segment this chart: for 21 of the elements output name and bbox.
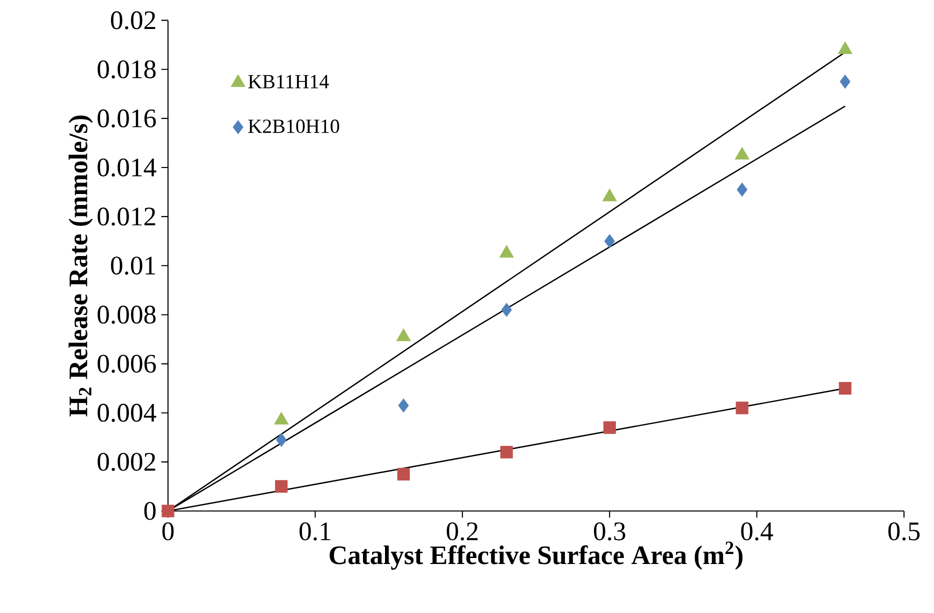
x-tick-label: 0.5 [888, 522, 920, 540]
y-axis-title: H$_{2}$ Release Rate (mmole/s) [68, 116, 93, 416]
y-tick-label: 0.014 [98, 158, 156, 177]
x-tick-label: 0.2 [446, 522, 478, 540]
legend-label: KB11H14 [248, 75, 329, 88]
y-tick-label: 0.008 [98, 306, 156, 324]
x-tick-label: 0 [162, 522, 174, 540]
y-tick-label: 0.006 [98, 354, 156, 373]
x-tick-label: 0.3 [594, 522, 626, 540]
y-tick-label: 0.01 [110, 256, 156, 275]
x-axis-title: Catalyst Effective Surface Area (m$^{2}$) [330, 542, 742, 570]
y-tick-label: 0.012 [98, 208, 156, 226]
y-tick-label: 0.02 [110, 11, 156, 30]
y-tick-label: 0.004 [98, 404, 156, 422]
y-tick-label: 0.002 [98, 452, 156, 471]
legend-label: K2B10H10 [248, 120, 340, 134]
y-tick-label: 0 [144, 502, 156, 520]
y-tick-label: 0.016 [98, 109, 156, 128]
y-tick-label: 0.018 [98, 60, 156, 78]
x-tick-label: 0.1 [300, 522, 330, 540]
x-tick-label: 0.4 [741, 522, 774, 540]
